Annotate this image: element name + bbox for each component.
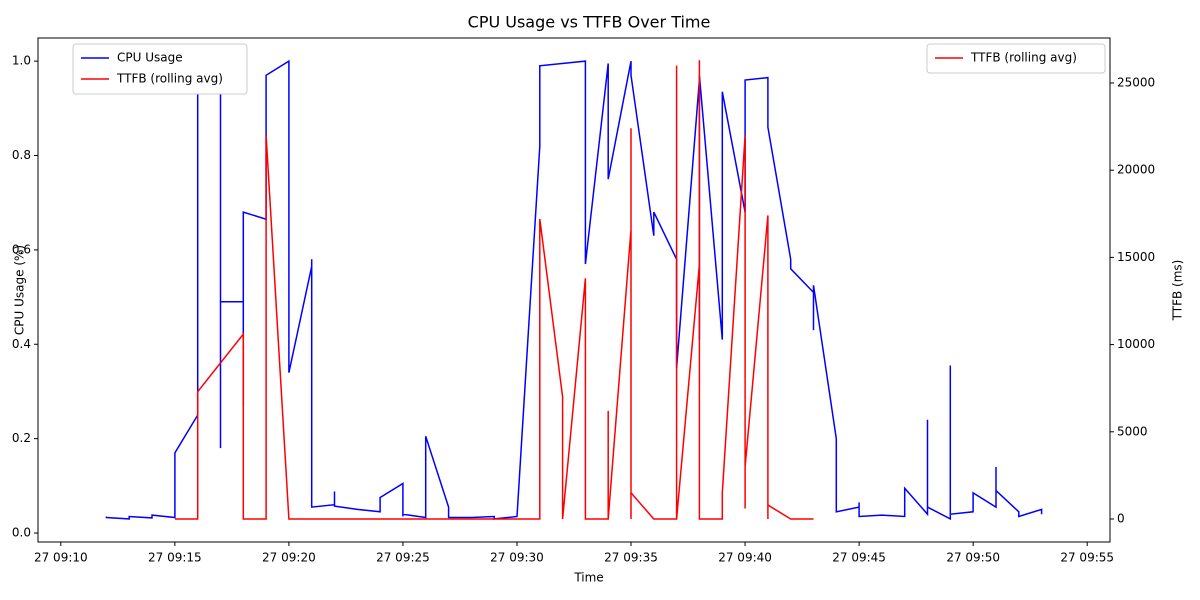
legend-box <box>72 43 248 95</box>
y2-tick-label: 15000 <box>1117 250 1155 264</box>
x-tick-label: 27 09:40 <box>718 551 772 565</box>
legend-label: TTFB (rolling avg) <box>116 72 223 86</box>
y2-tick-label: 0 <box>1117 511 1125 525</box>
legend: TTFB (rolling avg) <box>926 43 1106 74</box>
x-tick-label: 27 09:45 <box>832 551 886 565</box>
x-axis-label: Time <box>573 571 603 585</box>
y-tick-label: 0.4 <box>12 337 31 351</box>
y2-tick-label: 5000 <box>1117 424 1148 438</box>
y2-tick-label: 10000 <box>1117 337 1155 351</box>
x-tick-label: 27 09:35 <box>604 551 658 565</box>
series-line <box>174 60 814 520</box>
y2-axis-label: TTFB (ms) <box>1171 260 1185 322</box>
legend-label: TTFB (rolling avg) <box>970 51 1077 65</box>
x-tick-label: 27 09:10 <box>34 551 88 565</box>
x-tick-label: 27 09:55 <box>1060 551 1114 565</box>
y2-tick-label: 20000 <box>1117 163 1155 177</box>
y-tick-label: 1.0 <box>12 54 31 68</box>
y-axis-label: CPU Usage (%) <box>13 245 27 335</box>
legend: CPU Usage TTFB (rolling avg) <box>72 43 248 95</box>
x-tick-label: 27 09:20 <box>262 551 316 565</box>
x-tick-label: 27 09:30 <box>490 551 544 565</box>
y-tick-label: 0.8 <box>12 148 31 162</box>
plot-frame <box>37 37 1111 543</box>
chart-title: CPU Usage vs TTFB Over Time <box>468 13 711 32</box>
x-tick-label: 27 09:25 <box>376 551 430 565</box>
x-tick-label: 27 09:50 <box>946 551 1000 565</box>
y-tick-label: 0.6 <box>12 242 31 256</box>
y-tick-label: 0.2 <box>12 431 31 445</box>
x-tick-label: 27 09:15 <box>148 551 202 565</box>
y-tick-label: 0.0 <box>12 526 31 540</box>
legend-label: CPU Usage <box>117 51 183 65</box>
legend-box <box>926 43 1106 74</box>
series-line <box>105 59 1043 521</box>
y2-tick-label: 25000 <box>1117 75 1155 89</box>
